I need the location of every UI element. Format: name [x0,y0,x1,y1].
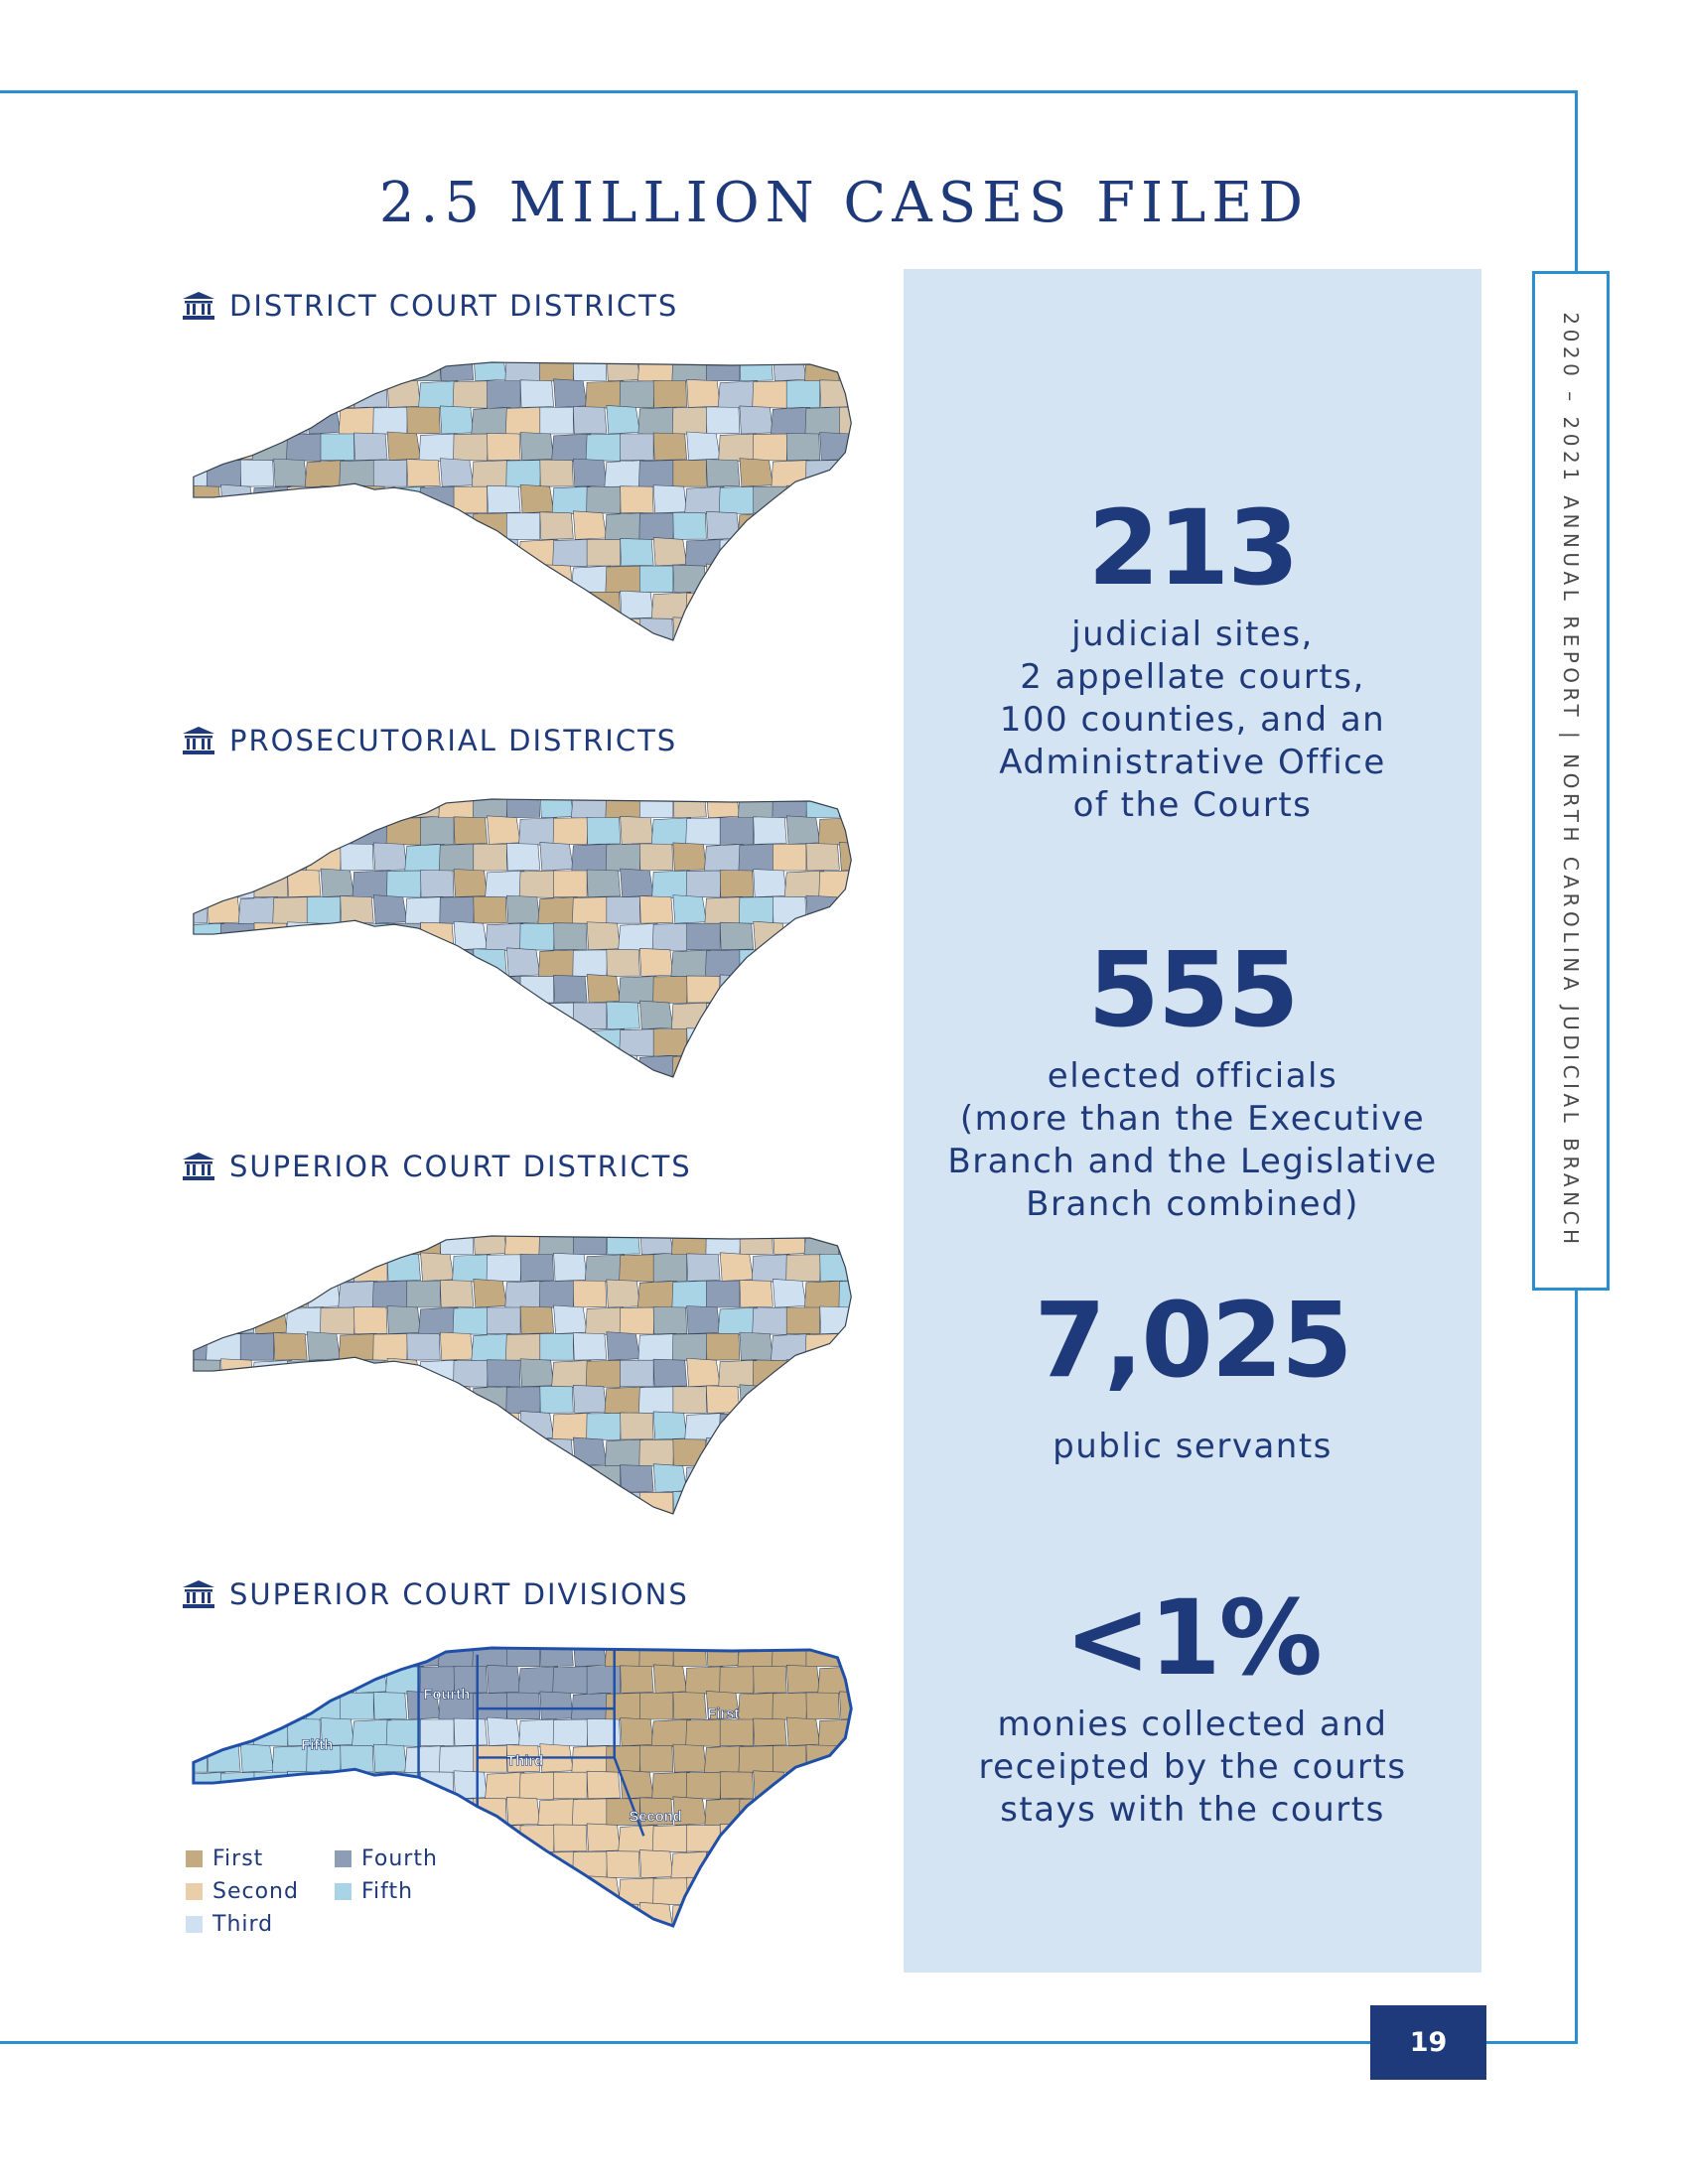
legend-swatch [186,1883,203,1900]
courthouse-icon [183,1580,214,1608]
legend-swatch [335,1850,352,1867]
stat-description: judicial sites, 2 appellate courts, 100 … [904,614,1481,827]
division-label-third: Third [506,1753,543,1769]
section-heading-superior-districts: SUPERIOR COURT DISTRICTS [182,1150,692,1183]
section-heading-text: PROSECUTORIAL DISTRICTS [229,724,678,757]
divisions-legend: First Fourth Second Fifth Third [186,1846,503,1956]
stat-judicial-sites: 213 judicial sites, 2 appellate courts, … [904,496,1481,827]
stat-line: (more than the Executive [959,1099,1426,1139]
stat-number: <1% [1064,1577,1323,1699]
stat-public-servants: 7,025 public servants [904,1289,1481,1468]
legend-item-fourth: Fourth [335,1846,438,1871]
stat-description: public servants [904,1426,1481,1468]
frame-top-rule [0,90,1577,93]
section-heading-district: DISTRICT COURT DISTRICTS [182,289,678,323]
legend-item-third: Third [186,1912,273,1937]
division-boundary [613,1650,645,1837]
division-label-fifth: Fifth [301,1738,333,1754]
legend-item-second: Second [186,1879,299,1904]
division-label-first: First [707,1706,739,1722]
stat-line: Branch combined) [1026,1184,1359,1224]
legend-label: Fourth [361,1846,438,1871]
superior-districts-map [193,1235,852,1515]
stat-line: Administrative Office [999,743,1386,782]
side-tab [1532,271,1610,1291]
section-heading-text: DISTRICT COURT DISTRICTS [229,289,679,323]
division-label-second: Second [630,1810,682,1826]
stat-line: 100 counties, and an [999,700,1386,740]
section-heading-superior-divisions: SUPERIOR COURT DIVISIONS [182,1577,689,1611]
legend-label: Fifth [361,1879,414,1904]
section-heading-text: SUPERIOR COURT DISTRICTS [229,1150,692,1183]
stat-line: of the Courts [1072,785,1313,825]
legend-item-first: First [186,1846,263,1871]
stat-number: 7,025 [1034,1280,1353,1401]
section-heading-prosecutorial: PROSECUTORIAL DISTRICTS [182,724,677,757]
legend-swatch [186,1850,203,1867]
stat-line: stays with the courts [1000,1790,1385,1830]
stat-elected-officials: 555 elected officials (more than the Exe… [904,938,1481,1226]
side-tab-text: 2020 – 2021 ANNUAL REPORT | NORTH CAROLI… [1559,312,1583,1249]
stat-monies: <1% monies collected and receipted by th… [904,1586,1481,1832]
county-grid [193,362,852,640]
frame-bottom-rule [0,2041,1577,2044]
legend-label: First [212,1846,264,1871]
stat-number: 213 [1087,487,1299,609]
county-grid [193,1236,852,1514]
district-court-map [193,361,852,641]
legend-swatch [186,1916,203,1933]
stat-description: elected officials (more than the Executi… [904,1055,1481,1226]
section-heading-text: SUPERIOR COURT DIVISIONS [229,1577,689,1611]
legend-item-fifth: Fifth [335,1879,413,1904]
state-outline [193,798,852,1078]
legend-label: Second [212,1879,299,1904]
courthouse-icon [183,727,214,754]
legend-swatch [335,1883,352,1900]
division-label-fourth: Fourth [424,1687,471,1703]
courthouse-icon [183,292,214,320]
stat-line: public servants [1053,1427,1333,1466]
stat-line: monies collected and [997,1705,1388,1744]
stat-number: 555 [1087,929,1299,1050]
stat-description: monies collected and receipted by the co… [904,1704,1481,1832]
superior-divisions-map: Fourth First Fifth Third Second [192,1646,853,1928]
stat-line: judicial sites, [1071,614,1314,654]
page-number: 19 [1370,2005,1486,2080]
stats-panel [904,269,1481,1973]
state-outline [193,1235,852,1515]
stat-line: elected officials [1047,1056,1338,1096]
stat-line: receipted by the courts [978,1747,1407,1787]
state-outline [192,1646,853,1928]
courthouse-icon [183,1153,214,1180]
county-grid [193,799,852,1077]
prosecutorial-map [193,798,852,1078]
stat-line: 2 appellate courts, [1020,657,1365,697]
state-outline [193,361,852,641]
page-title: 2.5 MILLION CASES FILED [378,171,1310,235]
legend-label: Third [212,1912,274,1937]
stat-line: Branch and the Legislative [947,1142,1438,1181]
